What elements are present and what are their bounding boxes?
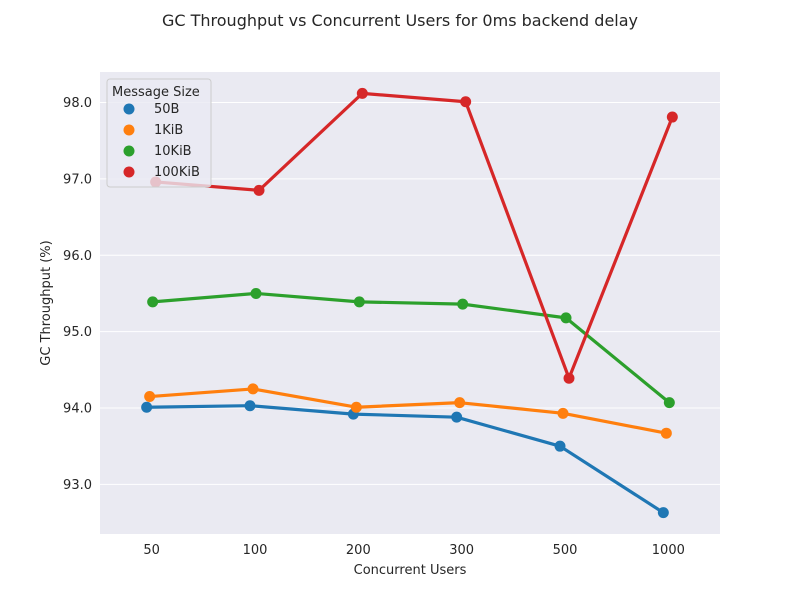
x-axis-ticks: 50 100 200 300 500 1000 bbox=[143, 543, 684, 558]
chart-title: GC Throughput vs Concurrent Users for 0m… bbox=[162, 11, 638, 30]
legend-marker-50B bbox=[123, 103, 135, 115]
legend: Message Size 50B 1KiB 10KiB 100KiB bbox=[106, 78, 212, 188]
data-point-100KiB bbox=[563, 372, 575, 384]
data-point-1KiB bbox=[350, 401, 362, 413]
data-point-50B bbox=[451, 411, 463, 423]
data-point-1KiB bbox=[557, 407, 569, 419]
series-line-10KiB bbox=[152, 291, 671, 404]
y-tick-label: 96.0 bbox=[63, 249, 92, 264]
data-point-1KiB bbox=[247, 383, 259, 395]
series-line-50B bbox=[146, 404, 665, 514]
grid-lines bbox=[100, 102, 720, 485]
legend-label-100KiB: 100KiB bbox=[154, 165, 200, 180]
data-point-50B bbox=[244, 400, 256, 412]
y-tick-label: 95.0 bbox=[63, 325, 92, 340]
data-point-100KiB bbox=[356, 87, 368, 99]
x-tick-label: 1000 bbox=[652, 543, 685, 558]
data-point-10KiB bbox=[147, 296, 159, 308]
legend-label-10KiB: 10KiB bbox=[154, 144, 192, 159]
data-point-10KiB bbox=[663, 397, 675, 409]
legend-title: Message Size bbox=[112, 85, 200, 100]
y-tick-label: 93.0 bbox=[63, 478, 92, 493]
data-point-10KiB bbox=[560, 312, 572, 324]
data-point-10KiB bbox=[353, 296, 365, 308]
legend-marker-100KiB bbox=[123, 166, 135, 178]
data-point-1KiB bbox=[144, 391, 156, 403]
series-lines bbox=[146, 91, 674, 514]
legend-items: 50B 1KiB 10KiB 100KiB bbox=[123, 102, 200, 180]
data-point-1KiB bbox=[660, 427, 672, 439]
y-axis-label: GC Throughput (%) bbox=[39, 240, 54, 365]
x-axis-label: Concurrent Users bbox=[354, 563, 467, 578]
series-line-100KiB bbox=[155, 91, 674, 380]
data-point-50B bbox=[141, 401, 153, 413]
series-points bbox=[141, 87, 678, 519]
y-tick-label: 98.0 bbox=[63, 96, 92, 111]
data-point-100KiB bbox=[460, 96, 472, 108]
y-axis-ticks: 93.0 94.0 95.0 96.0 97.0 98.0 bbox=[63, 96, 92, 493]
x-tick-label: 300 bbox=[449, 543, 474, 558]
y-tick-label: 94.0 bbox=[63, 402, 92, 417]
data-point-10KiB bbox=[250, 287, 262, 299]
data-point-50B bbox=[554, 440, 566, 452]
legend-marker-1KiB bbox=[123, 124, 135, 136]
data-point-50B bbox=[657, 507, 669, 519]
data-point-10KiB bbox=[457, 298, 469, 310]
x-tick-label: 50 bbox=[143, 543, 160, 558]
data-point-100KiB bbox=[666, 111, 678, 123]
data-point-100KiB bbox=[253, 184, 265, 196]
x-tick-label: 100 bbox=[243, 543, 268, 558]
x-tick-label: 500 bbox=[553, 543, 578, 558]
legend-marker-10KiB bbox=[123, 145, 135, 157]
legend-label-1KiB: 1KiB bbox=[154, 123, 183, 138]
data-point-1KiB bbox=[454, 397, 466, 409]
legend-label-50B: 50B bbox=[154, 102, 179, 117]
series-line-1KiB bbox=[149, 387, 667, 435]
y-tick-label: 97.0 bbox=[63, 172, 92, 187]
x-tick-label: 200 bbox=[346, 543, 371, 558]
